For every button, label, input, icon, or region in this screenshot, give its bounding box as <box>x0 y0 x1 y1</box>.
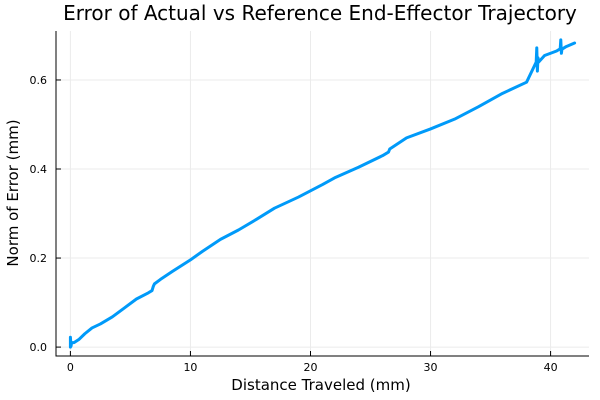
x-tick-label: 30 <box>424 361 438 374</box>
y-tick-label: 0.2 <box>30 252 48 265</box>
y-tick-label: 0.6 <box>30 74 48 87</box>
x-tick-label: 0 <box>67 361 74 374</box>
y-axis-label: Norm of Error (mm) <box>4 119 22 266</box>
y-tick-label: 0.0 <box>30 341 48 354</box>
x-tick-label: 20 <box>303 361 317 374</box>
x-tick-label: 10 <box>183 361 197 374</box>
series-line-0 <box>68 38 577 349</box>
chart-title: Error of Actual vs Reference End-Effecto… <box>63 1 577 25</box>
axis-frame <box>55 31 589 357</box>
x-axis-label: Distance Traveled (mm) <box>231 376 410 394</box>
ticks: 0 10 20 30 40 0.0 0.2 0.4 0.6 <box>30 74 558 374</box>
grid <box>56 31 589 356</box>
series-layer <box>68 38 577 349</box>
y-tick-label: 0.4 <box>30 163 48 176</box>
x-tick-label: 40 <box>544 361 558 374</box>
